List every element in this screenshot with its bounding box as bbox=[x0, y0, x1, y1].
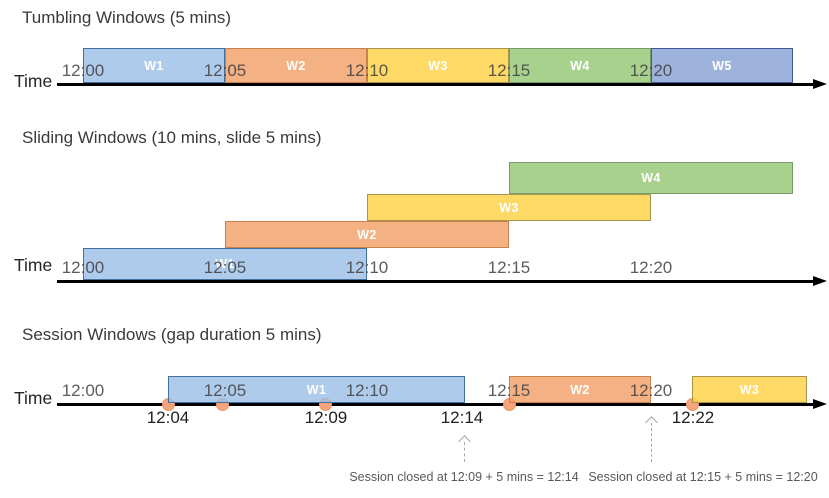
window-label: W3 bbox=[499, 200, 519, 215]
axis-arrowhead-icon bbox=[813, 399, 827, 409]
window-box-w3: W3 bbox=[692, 376, 807, 403]
window-box-w1: W1 bbox=[168, 376, 465, 403]
time-axis-label-sliding-windows: Time bbox=[14, 255, 53, 275]
window-box-w3: W3 bbox=[367, 48, 509, 83]
window-box-w4: W4 bbox=[509, 162, 793, 194]
window-label: W1 bbox=[144, 58, 164, 73]
axis-arrowhead-icon bbox=[813, 79, 827, 89]
axis-arrowhead-icon bbox=[813, 276, 827, 286]
window-box-w2: W2 bbox=[225, 48, 367, 83]
window-label: W2 bbox=[286, 58, 306, 73]
time-axis-label-tumbling-windows: Time bbox=[14, 71, 53, 91]
section-title-sliding-windows: Sliding Windows (10 mins, slide 5 mins) bbox=[22, 128, 322, 147]
axis-tick-label: 12:15 bbox=[487, 381, 531, 400]
window-label: W5 bbox=[712, 58, 732, 73]
window-label: W4 bbox=[570, 58, 590, 73]
window-label: W2 bbox=[570, 382, 590, 397]
axis-tick-label: 12:00 bbox=[61, 381, 105, 400]
window-box-w3: W3 bbox=[367, 194, 651, 221]
axis-tick-label: 12:10 bbox=[345, 61, 389, 80]
window-box-w1: W1 bbox=[83, 248, 367, 280]
axis-tick-label: 12:15 bbox=[487, 61, 531, 80]
window-box-w5: W5 bbox=[651, 48, 793, 83]
axis-tick-label: 12:15 bbox=[487, 258, 531, 277]
window-label: W3 bbox=[739, 382, 760, 397]
axis-line-sliding-windows bbox=[57, 280, 813, 283]
section-title-session-windows: Session Windows (gap duration 5 mins) bbox=[22, 325, 322, 344]
axis-tick-label: 12:05 bbox=[203, 258, 247, 277]
window-label: W3 bbox=[428, 58, 448, 73]
window-box-w2: W2 bbox=[509, 376, 651, 403]
window-box-w1: W1 bbox=[83, 48, 225, 83]
axis-tick-label: 12:20 bbox=[629, 258, 673, 277]
axis-line-session-windows bbox=[57, 403, 813, 406]
window-box-w4: W4 bbox=[509, 48, 651, 83]
event-time-label: 12:22 bbox=[671, 408, 715, 427]
axis-tick-label: 12:00 bbox=[61, 258, 105, 277]
window-label: W1 bbox=[306, 382, 327, 397]
axis-tick-label: 12:10 bbox=[345, 381, 389, 400]
section-title-tumbling-windows: Tumbling Windows (5 mins) bbox=[22, 8, 232, 27]
window-box-w2: W2 bbox=[225, 221, 509, 248]
axis-line-tumbling-windows bbox=[57, 83, 813, 86]
axis-tick-label: 12:20 bbox=[629, 381, 673, 400]
axis-tick-label: 12:20 bbox=[629, 61, 673, 80]
window-label: W4 bbox=[641, 171, 661, 185]
time-axis-label-session-windows: Time bbox=[14, 388, 53, 408]
annotation-arrow-dashed-line bbox=[651, 423, 652, 462]
axis-tick-label: 12:05 bbox=[203, 61, 247, 80]
event-time-label: 12:09 bbox=[304, 408, 348, 427]
axis-tick-label: 12:10 bbox=[345, 258, 389, 277]
axis-tick-label: 12:00 bbox=[61, 61, 105, 80]
window-label: W2 bbox=[357, 227, 377, 242]
event-time-label: 12:14 bbox=[440, 408, 484, 427]
event-time-label: 12:04 bbox=[146, 408, 190, 427]
annotation-text: Session closed at 12:09 + 5 mins = 12:14 bbox=[349, 470, 579, 484]
annotation-arrow-dashed-line bbox=[464, 442, 465, 462]
axis-tick-label: 12:05 bbox=[203, 381, 247, 400]
window-label: W1 bbox=[215, 257, 235, 271]
annotation-text: Session closed at 12:15 + 5 mins = 12:20 bbox=[588, 470, 818, 484]
